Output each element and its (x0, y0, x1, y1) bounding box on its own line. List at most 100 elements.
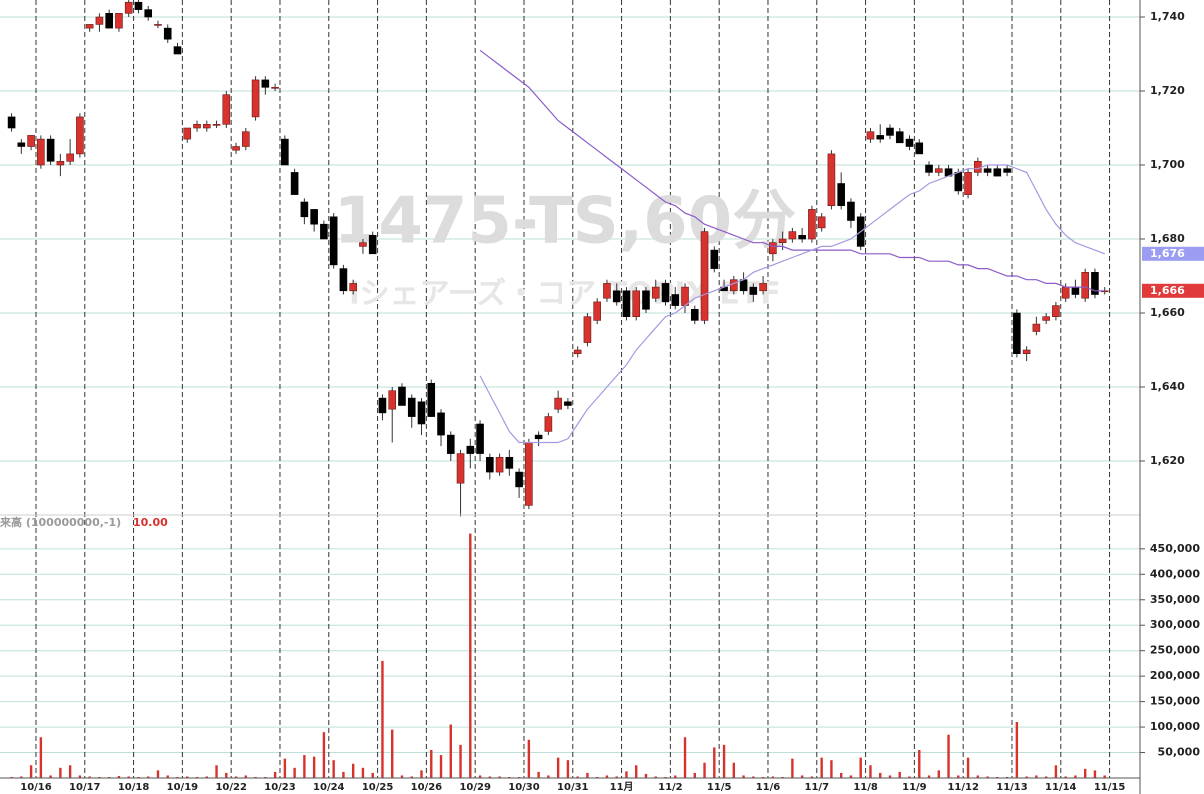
candle-body (183, 127, 192, 140)
volume-bar (244, 775, 248, 778)
volume-bar (517, 776, 521, 778)
volume-bar (576, 776, 579, 778)
watermark-symbol: 1475-TS,60分 (334, 185, 796, 259)
candle-body (964, 172, 972, 195)
candle-body (1013, 312, 1021, 354)
x-tick-label: 11/15 (1094, 782, 1126, 793)
volume-bar (947, 734, 950, 778)
candle-body (1081, 271, 1089, 299)
volume-bar (59, 767, 62, 778)
y-tick-label: 1,720 (1150, 84, 1185, 97)
candle-body (66, 153, 74, 162)
x-tick-label: 10/29 (459, 782, 491, 793)
x-tick-label: 10/30 (508, 782, 540, 793)
candle-body (271, 87, 279, 89)
volume-bar (371, 772, 374, 778)
volume-bar (400, 775, 404, 778)
x-tick-label: 11月 (610, 781, 634, 793)
volume-bar (839, 772, 843, 778)
volume-bar (439, 755, 443, 778)
candle-body (817, 216, 826, 229)
volume-bar (771, 776, 775, 778)
volume-bar (410, 776, 413, 778)
candle-body (251, 79, 260, 118)
x-tick-label: 10/19 (167, 782, 199, 793)
volume-bar (381, 660, 384, 778)
volume-bar (732, 762, 736, 778)
price-tag-label: 1,666 (1150, 284, 1185, 297)
volume-bar (547, 775, 550, 778)
candle-body (17, 142, 26, 147)
volume-bar (996, 776, 999, 778)
y-tick-label: 450,000 (1150, 542, 1200, 555)
volume-bar (254, 776, 257, 778)
candle-body (554, 397, 562, 410)
volume-bar (644, 773, 648, 778)
price-tag (1142, 283, 1204, 298)
candle-body (76, 116, 84, 155)
volume-bar (761, 776, 765, 778)
candle-body (212, 124, 221, 126)
x-tick-label: 11/8 (853, 782, 878, 793)
candle-body (417, 401, 426, 425)
volume-bar (1044, 776, 1048, 778)
candle-body (163, 27, 172, 40)
moving-average (479, 164, 1105, 444)
volume-bar (918, 749, 921, 778)
candle-body (671, 294, 680, 306)
candle-body (56, 161, 65, 166)
candle-body (603, 283, 611, 299)
volume-bar (508, 776, 511, 778)
volume-bar (1074, 775, 1077, 778)
candle-body (202, 124, 211, 129)
volume-bar (1035, 775, 1038, 778)
volume-bar (361, 767, 365, 778)
volume-bar (781, 776, 784, 778)
volume-bar (78, 775, 82, 778)
volume-bar (234, 776, 238, 778)
candle-body (368, 235, 377, 255)
volume-bar (1015, 721, 1019, 778)
y-tick-label: 1,740 (1150, 10, 1185, 23)
x-tick-label: 10/24 (313, 782, 345, 793)
candle-body (544, 416, 553, 432)
marks (7, 0, 1109, 778)
x-tick-label: 11/2 (658, 782, 683, 793)
x-tick-label: 10/25 (362, 782, 394, 793)
volume-bar (605, 775, 609, 778)
volume-bar (752, 776, 755, 778)
candle-body (886, 127, 894, 136)
volume-bar (342, 771, 345, 778)
volume-bar (595, 776, 599, 778)
candle-body (95, 16, 104, 25)
candle-body (642, 290, 650, 310)
volume-bar (830, 760, 833, 778)
y-tick-label: 200,000 (1150, 669, 1200, 682)
candle-body (954, 172, 963, 192)
candle-body (476, 423, 484, 454)
volume-bar (879, 772, 882, 778)
moving-average (479, 49, 1105, 292)
candle-body (876, 135, 885, 140)
candle-body (769, 242, 777, 255)
volume-bar (137, 776, 140, 778)
volume-bar (186, 776, 189, 778)
volume-bar (20, 776, 23, 778)
volume-bar (147, 776, 150, 778)
volume-bar (527, 739, 531, 778)
candle-body (925, 164, 933, 173)
volume-bar (674, 775, 677, 778)
candle-body (798, 235, 806, 240)
volume-bar (869, 765, 872, 778)
candle-body (261, 79, 270, 88)
volume-bar (98, 776, 101, 778)
volume-bar (683, 737, 687, 778)
volume-bar (469, 533, 472, 778)
candle-body (37, 138, 45, 166)
candle-body (85, 24, 94, 29)
volume-subtitle: 10.00 (133, 516, 168, 529)
volume-bar (713, 747, 716, 778)
candle-body (681, 286, 689, 306)
volume-bar (908, 776, 911, 778)
volume-bar (107, 776, 111, 778)
